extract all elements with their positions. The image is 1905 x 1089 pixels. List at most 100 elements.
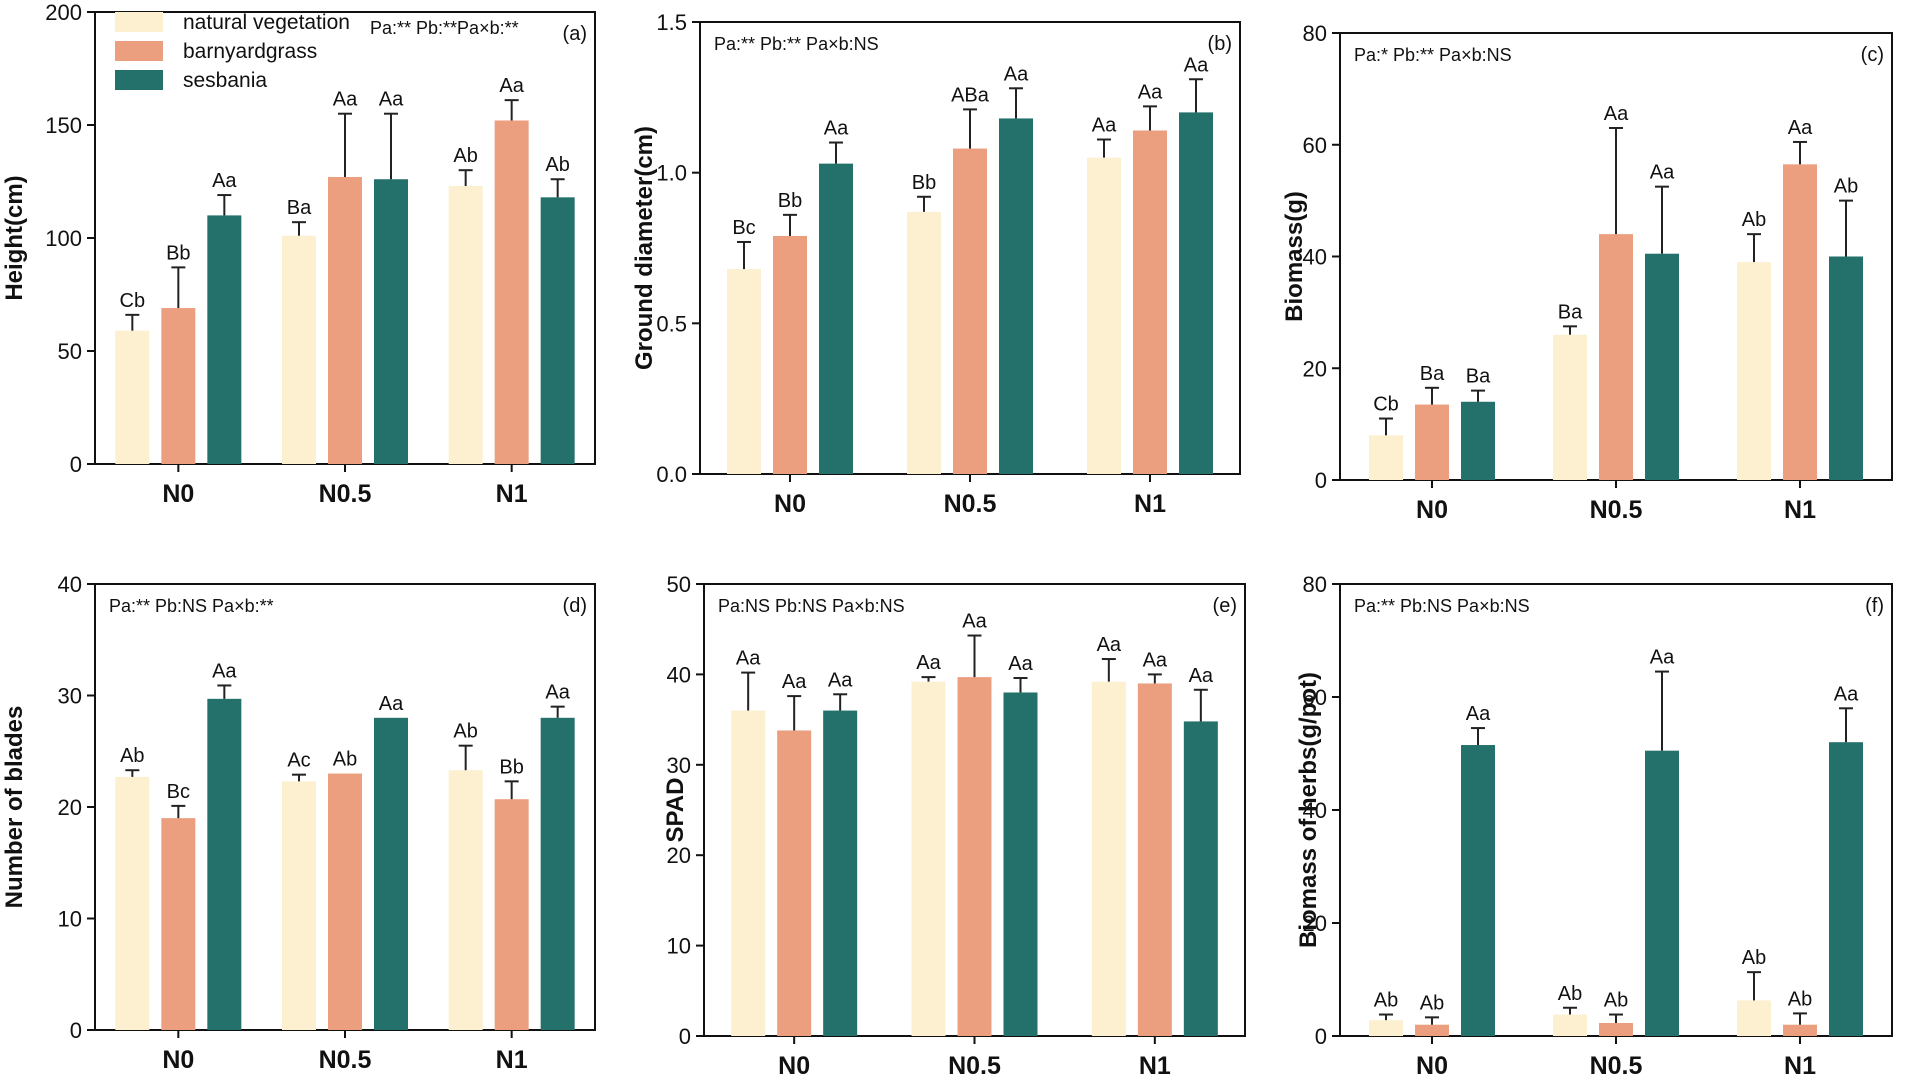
legend-label: sesbania	[183, 69, 267, 92]
significance-letter: Aa	[1189, 665, 1214, 687]
legend-swatch	[115, 41, 163, 61]
x-tick-label: N1	[1139, 1052, 1171, 1080]
bar	[1737, 1000, 1771, 1036]
y-tick-label: 40	[667, 662, 691, 687]
bar	[1553, 1014, 1587, 1036]
bar	[448, 770, 483, 1030]
bar	[1133, 130, 1167, 475]
significance-letter: Ba	[1466, 366, 1491, 388]
panel-label: (f)	[1865, 595, 1884, 617]
bar	[731, 710, 766, 1036]
y-tick-label: 20	[58, 795, 82, 820]
significance-letter: Ab	[1558, 983, 1582, 1005]
bar	[819, 163, 853, 475]
chart-panel: 0.0 0.5 1.0 1.5 Ground diameter(cm) N0 Bc Bb Aa N…	[631, 10, 1241, 518]
y-tick-label: 30	[58, 684, 82, 709]
y-axis-label: Number of blades	[1, 706, 28, 909]
bar	[161, 818, 196, 1030]
significance-letter: Aa	[1143, 649, 1168, 671]
bar	[1087, 157, 1121, 474]
bar	[1737, 262, 1771, 480]
bar	[1645, 253, 1679, 480]
significance-letter: Ac	[287, 750, 310, 772]
significance-letter: Ab	[1788, 988, 1812, 1010]
significance-letter: Aa	[1834, 683, 1859, 705]
x-tick-label: N1	[1784, 496, 1816, 524]
significance-letter: Aa	[212, 170, 237, 192]
y-tick-label: 1.0	[656, 161, 687, 186]
y-tick-label: 40	[1303, 245, 1327, 270]
significance-letter: Aa	[1788, 117, 1813, 139]
y-tick-label: 20	[1303, 356, 1327, 381]
y-axis-label: Height(cm)	[1, 175, 28, 300]
bar	[540, 197, 575, 464]
x-tick-label: N1	[1784, 1052, 1816, 1080]
bar	[115, 330, 150, 464]
bar	[1599, 1023, 1633, 1036]
significance-letter: Aa	[1138, 81, 1163, 103]
y-tick-label: 40	[1303, 798, 1327, 823]
bar	[773, 235, 807, 474]
x-tick-label: N0	[778, 1052, 810, 1080]
stats-annotation: Pa:NS Pb:NS Pa×b:NS	[718, 596, 905, 616]
x-tick-label: N0.5	[319, 1046, 372, 1074]
chart-panel: 0 10 20 30 40 Number of blades N0 Ab Bc Aa N0.5 Ac A…	[1, 572, 596, 1074]
x-tick-label: N0.5	[944, 490, 997, 518]
bar	[1415, 1024, 1449, 1036]
significance-letter: Aa	[1466, 703, 1491, 725]
bar	[1829, 256, 1863, 480]
y-tick-label: 50	[58, 339, 82, 364]
bar	[1137, 683, 1172, 1036]
bar	[1003, 692, 1038, 1036]
y-tick-label: 1.5	[656, 10, 687, 35]
bar	[282, 781, 316, 1030]
bar	[1645, 750, 1679, 1036]
chart-panel: 0 20 40 60 80 Biomass(g) N0 Cb Ba Ba N0.5 Ba Aa Aa N1 A…	[1281, 21, 1893, 524]
significance-letter: Aa	[1004, 63, 1029, 85]
significance-letter: Aa	[736, 648, 761, 670]
bar	[161, 308, 196, 464]
x-tick-label: N0.5	[319, 480, 372, 508]
bar	[1829, 742, 1863, 1036]
y-tick-label: 0.0	[656, 462, 687, 487]
x-tick-label: N0	[1416, 496, 1448, 524]
stats-annotation: Pa:* Pb:** Pa×b:NS	[1354, 45, 1512, 65]
significance-letter: Aa	[828, 669, 853, 691]
bar	[1179, 112, 1213, 475]
y-tick-label: 0	[70, 1018, 82, 1043]
x-tick-label: N0.5	[1590, 496, 1643, 524]
significance-letter: Bc	[167, 781, 190, 803]
y-tick-label: 100	[45, 226, 82, 251]
x-tick-label: N1	[496, 1046, 528, 1074]
bar	[1183, 721, 1218, 1036]
y-tick-label: 20	[667, 843, 691, 868]
y-tick-label: 20	[1303, 911, 1327, 936]
significance-letter: Aa	[824, 118, 849, 140]
bar	[494, 120, 529, 464]
stats-annotation: Pa:** Pb:**Pa×b:**	[370, 18, 519, 38]
significance-letter: Bc	[732, 217, 755, 239]
bar	[374, 179, 408, 465]
significance-letter: Ab	[1834, 176, 1858, 198]
significance-letter: Aa	[212, 660, 237, 682]
y-tick-label: 40	[58, 572, 82, 597]
y-tick-label: 10	[667, 934, 691, 959]
significance-letter: Ab	[1374, 990, 1398, 1012]
significance-letter: Aa	[379, 693, 404, 715]
stats-annotation: Pa:** Pb:NS Pa×b:**	[109, 596, 274, 616]
significance-letter: Bb	[912, 172, 936, 194]
panel-label: (a)	[563, 23, 587, 45]
significance-letter: Aa	[1097, 634, 1122, 656]
significance-letter: Ab	[545, 154, 569, 176]
x-tick-label: N0	[162, 480, 194, 508]
bar	[1369, 1020, 1403, 1036]
significance-letter: Ab	[1742, 947, 1766, 969]
significance-letter: Aa	[1008, 653, 1033, 675]
bar	[727, 269, 761, 474]
bar	[328, 176, 362, 465]
y-axis-label: SPAD	[662, 778, 689, 843]
significance-letter: Ba	[1558, 301, 1583, 323]
panel-label: (d)	[563, 595, 587, 617]
bar	[448, 186, 483, 464]
